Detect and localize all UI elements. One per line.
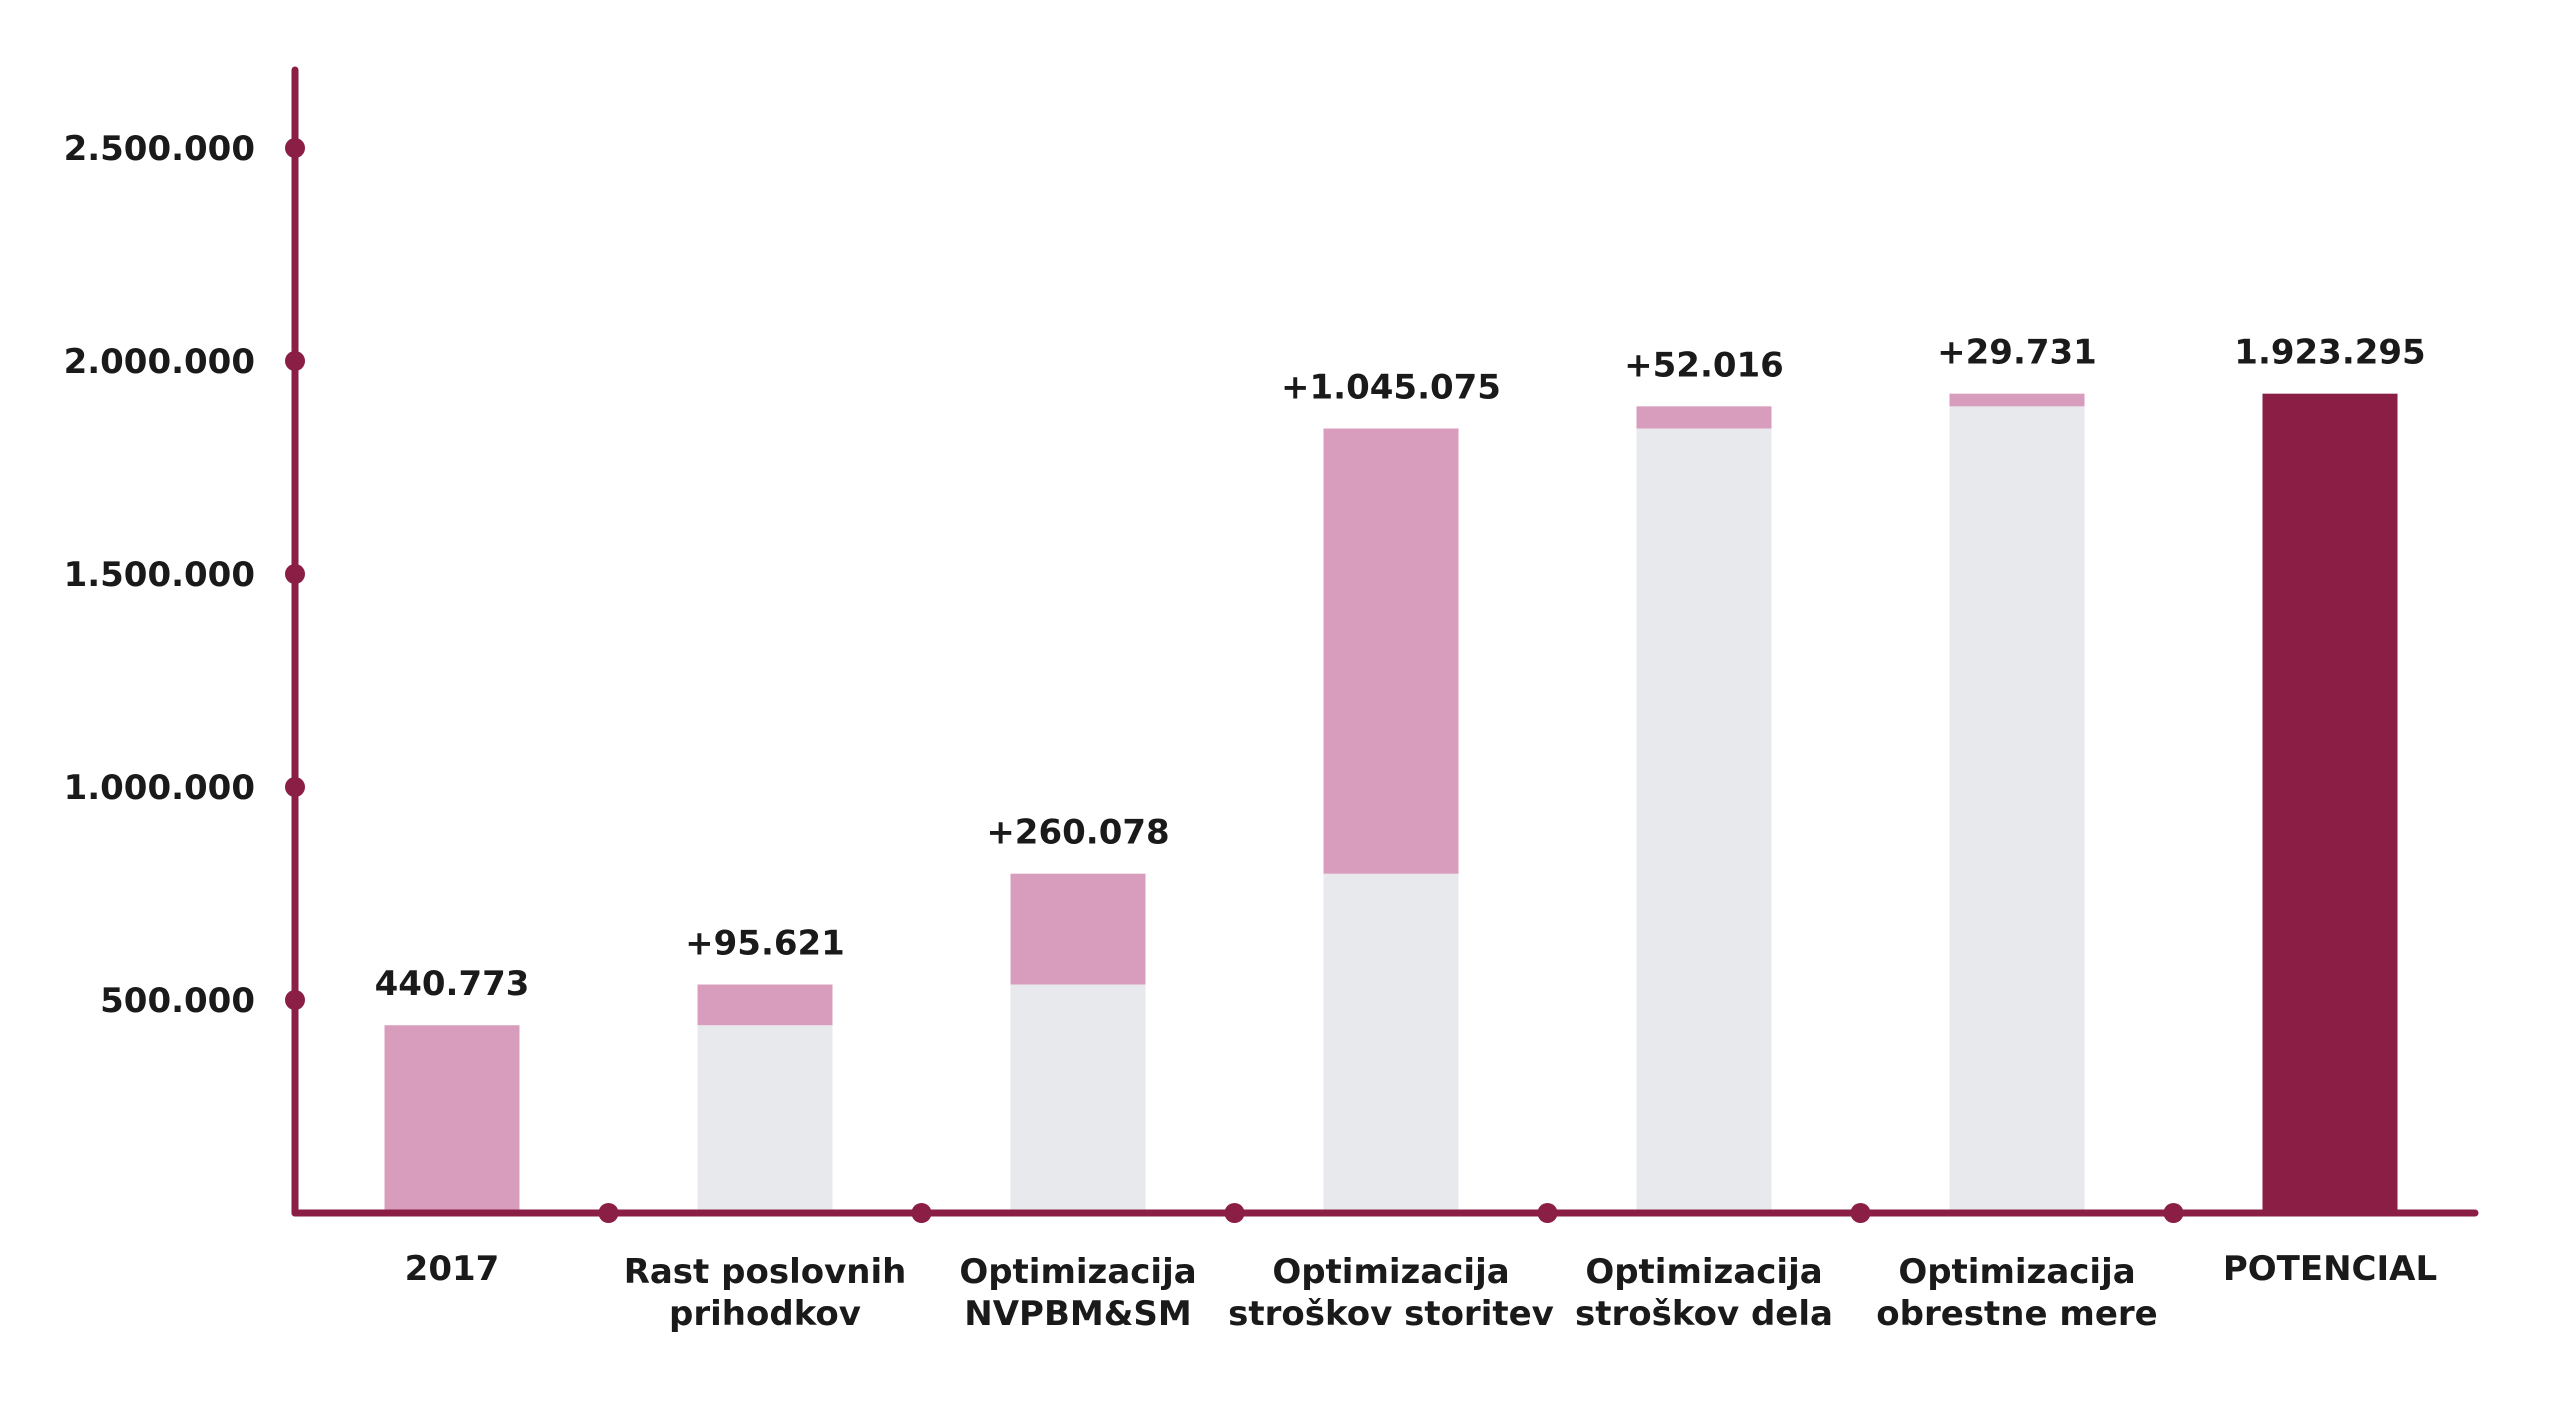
value-label-0: 440.773 bbox=[375, 964, 530, 1004]
bar-base-4 bbox=[1636, 428, 1772, 1213]
x-separator-dot-3 bbox=[1537, 1203, 1558, 1223]
y-tick-label-3: 2.000.000 bbox=[64, 342, 255, 382]
category-label-line: Optimizacija bbox=[1898, 1252, 2135, 1292]
category-label-2: Optimizacija NVPBM&SM bbox=[959, 1252, 1196, 1334]
category-label-0: 2017 bbox=[405, 1249, 500, 1289]
y-tick-dot-3 bbox=[285, 351, 305, 371]
bar-base-5 bbox=[1949, 406, 2085, 1213]
value-label-4: +52.016 bbox=[1624, 345, 1784, 385]
x-separator-dot-1 bbox=[911, 1203, 932, 1223]
y-tick-label-0: 500.000 bbox=[100, 981, 255, 1021]
category-label-line: Optimizacija bbox=[1585, 1252, 1822, 1292]
bar-base-3 bbox=[1323, 873, 1459, 1213]
labels-layer: 440.773 +95.621 +260.078 +1.045.075 +52.016 +… bbox=[64, 129, 2438, 1334]
x-separator-dot-5 bbox=[2163, 1203, 2184, 1223]
category-label-line: Optimizacija bbox=[1272, 1252, 1509, 1292]
category-label-line: prihodkov bbox=[669, 1294, 861, 1334]
category-label-3: Optimizacija stroškov storitev bbox=[1228, 1252, 1554, 1334]
y-tick-label-2: 1.500.000 bbox=[64, 555, 255, 595]
bar-increment-3 bbox=[1323, 428, 1459, 874]
category-label-5: Optimizacija obrestne mere bbox=[1876, 1252, 2157, 1334]
y-tick-dot-2 bbox=[285, 564, 305, 584]
bar-increment-1 bbox=[697, 984, 833, 1026]
bar-increment-5 bbox=[1949, 393, 2085, 407]
y-tick-dot-0 bbox=[285, 990, 305, 1010]
category-label-1: Rast poslovnih prihodkov bbox=[624, 1252, 907, 1334]
bar-base-1 bbox=[697, 1025, 833, 1213]
category-label-line: 2017 bbox=[405, 1249, 500, 1289]
x-separator-dot-2 bbox=[1224, 1203, 1245, 1223]
category-label-line: NVPBM&SM bbox=[964, 1294, 1191, 1334]
y-tick-label-4: 2.500.000 bbox=[64, 129, 255, 169]
y-tick-dot-1 bbox=[285, 777, 305, 797]
value-label-5: +29.731 bbox=[1937, 333, 2097, 373]
value-label-3: +1.045.075 bbox=[1281, 368, 1501, 408]
category-label-line: stroškov storitev bbox=[1228, 1294, 1554, 1334]
value-label-6: 1.923.295 bbox=[2234, 333, 2425, 373]
axes-layer bbox=[285, 66, 2479, 1223]
bar-increment-4 bbox=[1636, 406, 1772, 429]
category-label-line: obrestne mere bbox=[1876, 1294, 2157, 1334]
y-tick-label-1: 1.000.000 bbox=[64, 768, 255, 808]
category-label-6: POTENCIAL bbox=[2223, 1249, 2437, 1289]
bar-increment-0 bbox=[384, 1025, 520, 1213]
category-label-line: stroškov dela bbox=[1575, 1294, 1833, 1334]
y-tick-dot-4 bbox=[285, 138, 305, 158]
bar-base-2 bbox=[1010, 984, 1146, 1213]
x-separator-dot-4 bbox=[1850, 1203, 1871, 1223]
category-label-line: Optimizacija bbox=[959, 1252, 1196, 1292]
bar-increment-2 bbox=[1010, 873, 1146, 985]
value-label-1: +95.621 bbox=[685, 923, 845, 963]
category-label-line: POTENCIAL bbox=[2223, 1249, 2437, 1289]
bars-layer bbox=[384, 393, 2398, 1213]
value-label-2: +260.078 bbox=[986, 813, 1169, 853]
x-separator-dot-0 bbox=[598, 1203, 619, 1223]
category-label-line: Rast poslovnih bbox=[624, 1252, 907, 1292]
bar-total-6 bbox=[2262, 393, 2398, 1213]
category-label-4: Optimizacija stroškov dela bbox=[1575, 1252, 1833, 1334]
